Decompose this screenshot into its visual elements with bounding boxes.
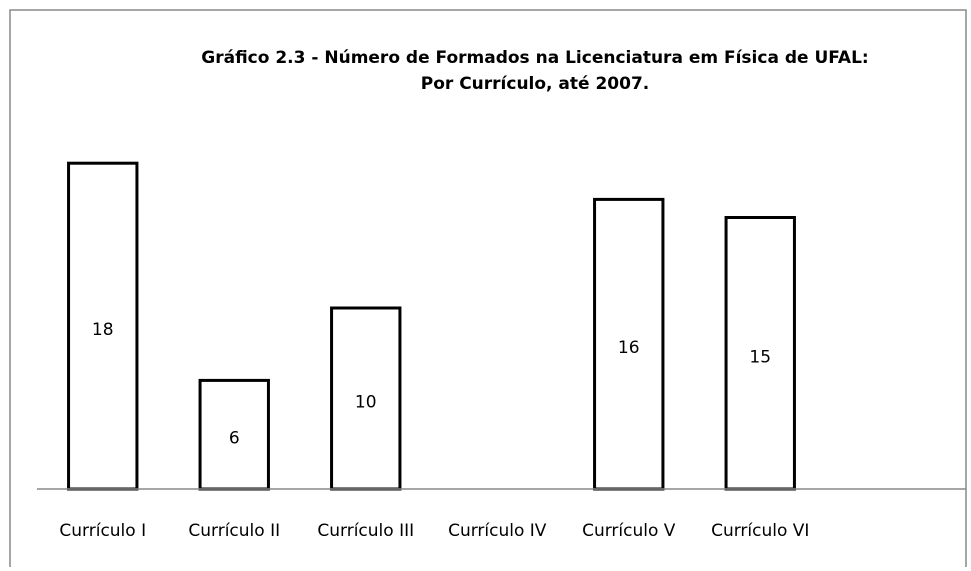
- x-tick-label: Currículo V: [582, 521, 676, 541]
- x-tick-label: Currículo II: [188, 521, 280, 541]
- chart-frame: [9, 9, 967, 571]
- value-label: 10: [355, 393, 377, 413]
- chart-title: Gráfico 2.3 - Número de Formados na Lice…: [201, 48, 868, 68]
- x-tick-label: Currículo VI: [711, 521, 809, 541]
- x-tick-label: Currículo IV: [448, 521, 547, 541]
- value-label: 6: [229, 429, 240, 449]
- bar: [67, 161, 139, 491]
- value-label: 18: [92, 320, 114, 340]
- value-label: 15: [749, 347, 771, 367]
- x-tick-label: Currículo III: [317, 521, 414, 541]
- bar: [724, 216, 796, 491]
- chart-title: Por Currículo, até 2007.: [421, 74, 650, 94]
- x-tick-label: Currículo I: [59, 521, 146, 541]
- bar: [330, 306, 402, 491]
- value-label: 16: [618, 338, 640, 358]
